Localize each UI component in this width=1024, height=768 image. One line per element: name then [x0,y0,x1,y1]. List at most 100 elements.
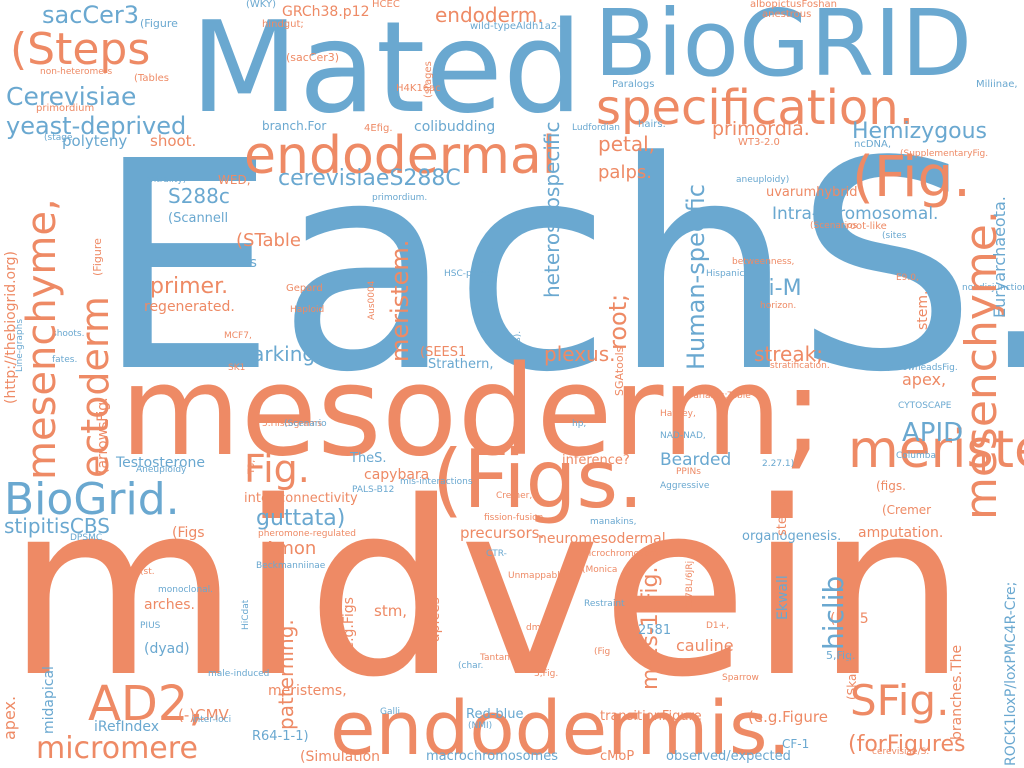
cloud-word: micromere [36,731,198,766]
cloud-word: Testosterone [116,455,206,471]
cloud-word: (char. [458,661,484,671]
cloud-word: (Cremer [882,503,932,517]
cloud-word: Hemizygous [852,119,988,144]
cloud-word: BioGrid. [4,474,180,525]
cloud-word: shoot. [150,132,197,150]
cloud-word: streak; [754,342,823,366]
cloud-word: stm, [374,602,408,620]
cloud-word: inter-loci [192,715,232,725]
cloud-word: cMoP [600,749,635,764]
cloud-word: pheromone-regulated [258,529,356,539]
cloud-word: albopictusFoshan [750,0,837,10]
cloud-word: (stage [44,133,73,143]
cloud-word: nondisjunction, [962,283,1024,293]
cloud-word: E9.0, [896,273,919,283]
cloud-word: capybara [364,467,430,483]
cloud-word: colibudding [414,119,496,135]
cloud-word: heterosubspecific [540,121,564,298]
cloud-word: primer. [150,274,229,299]
cloud-word: yeast-deprived [6,112,187,140]
cloud-word: macrochromosomes [426,749,558,764]
cloud-word: 5,Fig. [826,649,856,662]
cloud-word: midvein [6,450,968,730]
cloud-word: Aneuploidy [136,465,187,475]
cloud-word: Sparrow [722,673,759,683]
cloud-word: CTR- [486,549,507,559]
cloud-word: apex, [902,370,947,389]
cloud-word: branch.For [262,119,327,133]
cloud-word: Haploid [290,305,325,315]
cloud-word: male-induced [208,669,270,679]
cloud-word: Intra-chromosomal. [772,204,939,224]
cloud-word: variants;Table [688,391,751,401]
cloud-word: (Fig [594,647,611,657]
cloud-word: Aus0004 [367,280,377,320]
cloud-word: midapical [41,666,57,734]
cloud-word: dm6 [526,623,547,633]
cloud-word: T3; [247,459,257,474]
cloud-word: horizon. [760,301,797,311]
cloud-word: (stages [423,61,434,98]
cloud-word: Strathern, [428,357,494,372]
cloud-word: HiCdat [241,599,251,630]
cloud-word: PALS-B12 [352,485,395,495]
cloud-word: (sites [882,231,907,241]
cloud-word: observed/expected [666,749,791,764]
cloud-word: Ludfordian [572,123,620,133]
cloud-word: Hispanic [706,269,745,279]
cloud-word: Columba [896,451,936,461]
cloud-word: Cremer, [496,491,533,501]
cloud-word: aneuploidy) [736,175,790,185]
cloud-word: 2581 [638,623,672,638]
cloud-word: hairs. [638,119,666,130]
cloud-word: PIUS [140,621,161,631]
cloud-word: (forFigures [848,732,966,757]
cloud-word: plexus. [544,342,616,366]
cloud-word: precursors. [460,524,545,542]
cloud-word: (STable [236,230,301,251]
cloud-word: MCF7, [224,331,252,341]
cloud-word: non-heteromers [40,67,113,77]
cloud-word: HSC-primed [444,269,498,279]
cloud-word: Aggressive [660,481,710,491]
cloud-word: (SEES1 [420,345,467,360]
cloud-word: neuromesodermal [538,531,666,547]
cloud-word: H4K16ac [396,83,441,94]
cloud-word: roots). [513,330,523,360]
cloud-word: (arrowheadsFig. [886,363,958,373]
cloud-word: (e.g.Figure [748,708,828,726]
cloud-word: root; [604,293,632,350]
cloud-word: (-)CMV [178,706,229,724]
cloud-word: C57BL/6JRj [685,560,695,610]
cloud-word: WGRR [476,246,501,316]
cloud-word: mis-interactions [400,477,473,487]
cloud-word: Line-graphs [15,318,25,372]
cloud-word: organogenesis. [742,529,842,544]
cloud-word: meristems [848,420,1024,480]
cloud-word: specification. [596,80,914,136]
cloud-word: HCEC [372,0,400,10]
cloud-word: PPINs [676,467,701,477]
cloud-word: hp, [572,419,587,429]
cloud-word: regenerated. [144,299,235,315]
cloud-word: (SupplementaryFig. [900,149,989,159]
cloud-word: iRefIndex [94,719,160,735]
cloud-word: Restraint [584,599,625,609]
cloud-word: 4Efig. [364,123,393,134]
cloud-word: (WKY) [246,0,276,10]
cloud-word: m-2s-1(Fig. [638,566,663,690]
cloud-word: Tantan [480,653,510,663]
cloud-word: SFig. [850,676,950,725]
cloud-word: Amon [264,538,317,559]
cloud-word: polyteny [62,132,128,150]
cloud-word: wild-typeAldh1a2-/- [470,21,568,32]
cloud-word: (Figs [172,525,205,541]
cloud-word: primordium. [372,193,428,203]
cloud-word: EachS. [95,100,1024,435]
cloud-word: arches. [144,597,195,613]
cloud-word: SK1 [228,363,246,373]
cloud-word: Beckmanniinae [256,561,326,571]
cloud-word: (e.g.Figs [341,597,357,656]
cloud-word: Unmappable [508,571,566,581]
